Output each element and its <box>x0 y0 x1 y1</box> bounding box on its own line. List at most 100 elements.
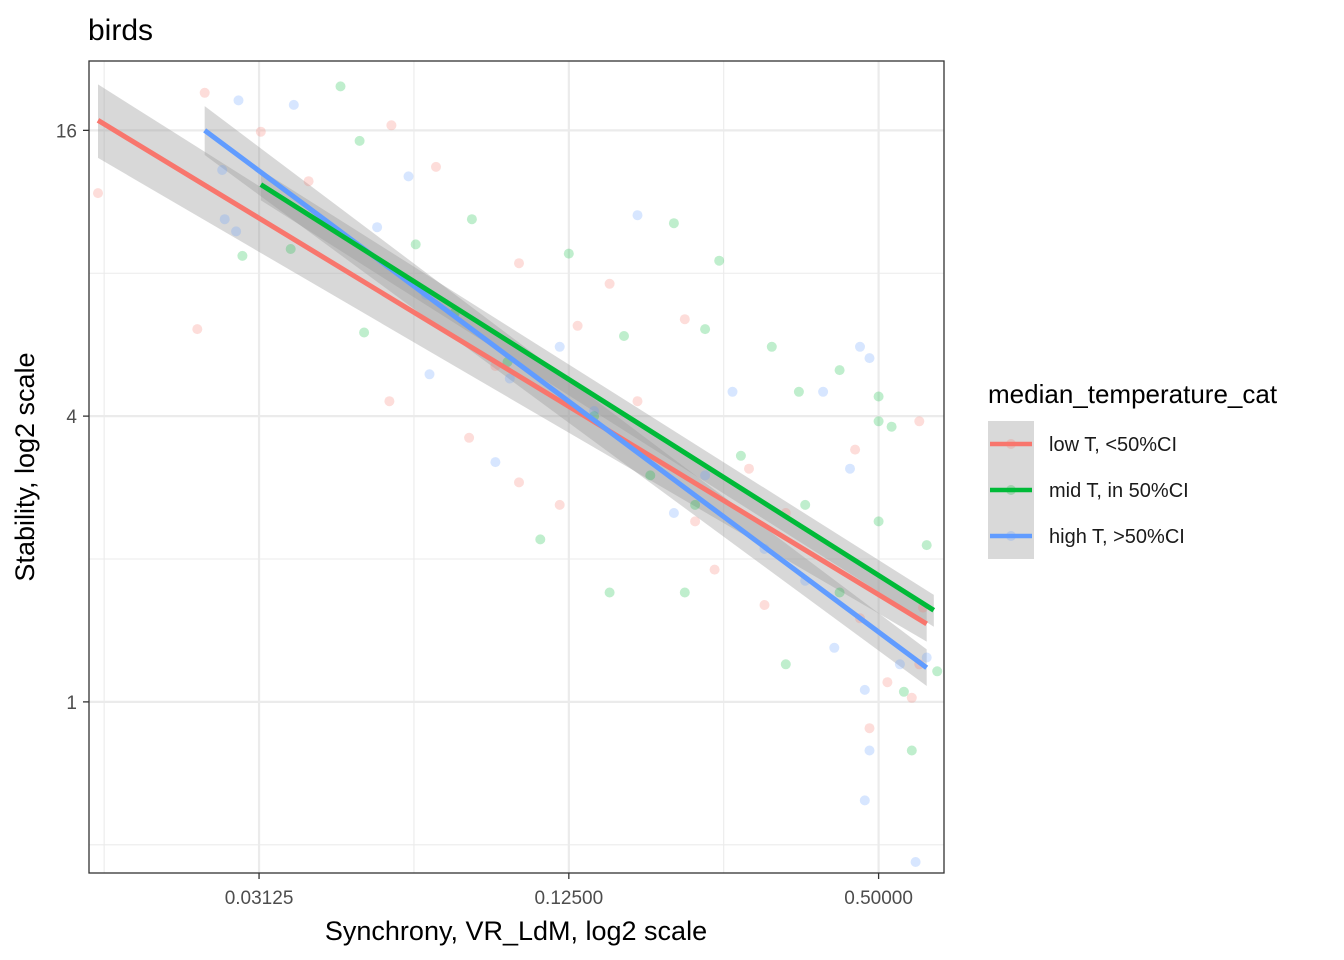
scatter-point <box>410 239 421 250</box>
scatter-point <box>632 396 643 407</box>
scatter-point <box>921 540 932 551</box>
scatter-point <box>632 210 643 221</box>
scatter-point <box>303 176 314 187</box>
scatter-point <box>709 564 720 575</box>
scatter-point <box>910 857 921 867</box>
y-axis: 1 4 16 <box>56 121 89 714</box>
scatter-point <box>504 373 515 384</box>
scatter-point <box>898 686 909 697</box>
scatter-point <box>859 684 870 695</box>
scatter-point <box>386 120 397 131</box>
legend-item: high T, >50%CI <box>988 513 1185 559</box>
legend-label: high T, >50%CI <box>1049 526 1185 548</box>
scatter-point <box>554 341 565 352</box>
scatter-point <box>563 248 574 259</box>
scatter-point <box>233 95 244 106</box>
scatter-point <box>219 214 230 225</box>
scatter-point <box>619 331 629 341</box>
scatter-point <box>604 278 615 289</box>
scatter-point <box>834 587 845 598</box>
y-tick-label: 4 <box>66 407 77 428</box>
scatter-point <box>514 258 524 269</box>
confidence-band <box>98 84 927 642</box>
scatter-point <box>255 126 266 137</box>
scatter-point <box>855 341 865 352</box>
scatter-point <box>864 353 875 364</box>
scatter-point <box>668 508 679 518</box>
plot-border <box>88 60 945 874</box>
scatter-point <box>744 463 754 474</box>
scatter-point <box>834 365 845 376</box>
legend-title: median_temperature_cat <box>988 379 1278 409</box>
scatter-point <box>679 314 690 325</box>
scatter-point <box>921 652 932 663</box>
scatter-point <box>354 135 365 146</box>
minor-grid <box>89 61 944 873</box>
y-tick-label: 1 <box>66 693 77 714</box>
legend-entries: low T, <50%CI mid T, in 50%CI high T, >50%… <box>988 421 1189 559</box>
plot-panel <box>89 61 944 873</box>
x-tick-label: 0.50000 <box>844 888 913 909</box>
trend-line <box>259 182 936 613</box>
scatter-point <box>873 416 884 427</box>
scatter-point <box>859 795 870 806</box>
y-axis-title: Stability, log2 scale <box>10 352 40 581</box>
scatter-point <box>818 386 829 397</box>
scatter-point <box>384 396 395 407</box>
scatter-point <box>514 477 524 488</box>
scatter-point <box>766 341 777 352</box>
scatter-point <box>914 416 925 427</box>
scatter-point <box>735 450 746 461</box>
scatter-point <box>572 320 583 331</box>
scatter-point <box>873 516 884 527</box>
scatter-point <box>894 659 905 670</box>
scatter-point <box>192 324 203 335</box>
scatter-point <box>285 244 296 254</box>
scatter-point <box>372 222 383 233</box>
scatter-point <box>424 369 435 380</box>
major-grid <box>89 61 944 873</box>
scatter-point <box>645 470 656 481</box>
scatter-point <box>714 255 725 266</box>
scatter-point <box>759 600 770 610</box>
legend-item: mid T, in 50%CI <box>988 467 1189 513</box>
scatter-point <box>932 666 943 677</box>
scatter-point <box>780 659 791 670</box>
scatter-point <box>288 99 299 110</box>
scatter-point <box>231 226 242 237</box>
scatter-point <box>829 642 840 653</box>
scatter-point <box>535 534 546 545</box>
scatter-point <box>554 499 565 510</box>
chart-title: birds <box>88 14 153 47</box>
scatter-point <box>589 406 600 416</box>
trend-line <box>96 118 928 627</box>
x-tick-label: 0.12500 <box>534 888 603 909</box>
scatter-point <box>403 171 414 182</box>
scatter-point <box>690 499 701 510</box>
x-tick-label: 0.03125 <box>225 888 294 909</box>
trend-lines <box>96 118 936 670</box>
scatter-point <box>668 218 679 229</box>
scatter-point <box>886 421 897 432</box>
scatter-point <box>464 432 475 443</box>
scatter-point <box>906 745 917 756</box>
trend-line <box>203 128 929 670</box>
legend-label: low T, <50%CI <box>1049 434 1177 456</box>
scatter-point <box>800 499 811 510</box>
legend: median_temperature_cat low T, <50%CI mid … <box>988 379 1278 559</box>
scatter-point <box>850 444 861 455</box>
scatter-point <box>679 587 690 598</box>
scatter-point <box>727 386 738 397</box>
scatter-point <box>237 250 248 261</box>
scatter-point <box>700 324 711 335</box>
scatter-point <box>793 386 804 397</box>
scatter-point <box>864 745 875 756</box>
scatter-point <box>217 165 228 175</box>
scatter-point <box>604 587 615 598</box>
scatter-point <box>466 214 477 225</box>
scatter-point <box>199 87 210 98</box>
x-axis: 0.03125 0.12500 0.50000 <box>225 873 913 909</box>
scatter-point <box>700 470 711 481</box>
scatter-point <box>873 391 884 402</box>
